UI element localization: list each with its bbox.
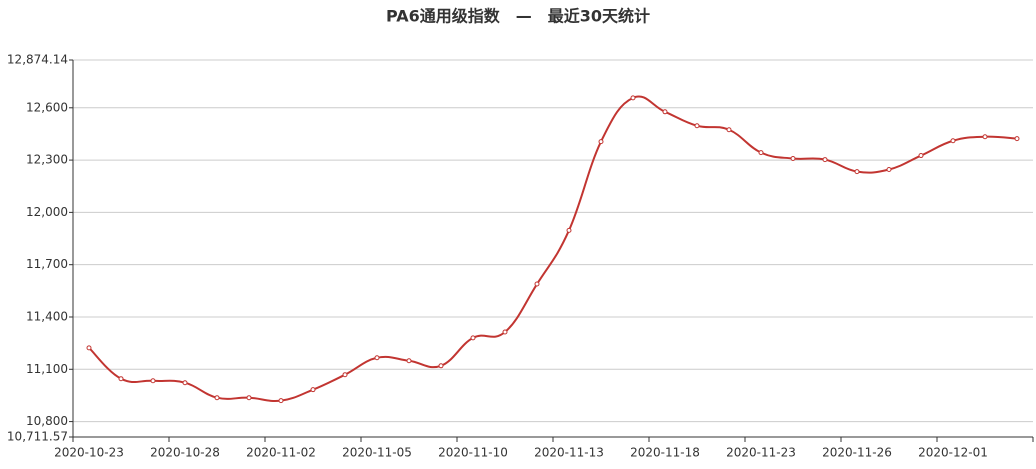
point bbox=[150, 378, 156, 384]
x-tick-label: 2020-11-23 bbox=[726, 446, 796, 460]
x-tick-label: 2020-11-02 bbox=[246, 446, 316, 460]
point bbox=[246, 395, 252, 401]
chart-title: PA6通用级指数 — 最近30天统计 bbox=[386, 7, 650, 26]
point bbox=[694, 123, 700, 129]
y-tick-label: 10,711.57 bbox=[7, 430, 68, 444]
y-tick-label: 11,400 bbox=[26, 309, 68, 323]
point bbox=[278, 398, 284, 404]
point bbox=[438, 363, 444, 369]
point bbox=[598, 139, 604, 145]
point bbox=[534, 281, 540, 287]
point bbox=[982, 134, 988, 140]
point bbox=[310, 387, 316, 393]
y-tick-label: 12,000 bbox=[26, 205, 68, 219]
x-tick-label: 2020-11-26 bbox=[822, 446, 892, 460]
point bbox=[86, 345, 92, 351]
point bbox=[118, 376, 124, 382]
x-tick-label: 2020-12-01 bbox=[918, 446, 988, 460]
line bbox=[88, 95, 1018, 403]
point bbox=[566, 227, 572, 233]
point bbox=[406, 358, 412, 364]
y-tick-label: 12,300 bbox=[26, 153, 68, 167]
point bbox=[1014, 136, 1020, 142]
x-tick-label: 2020-11-13 bbox=[534, 446, 604, 460]
x-tick-label: 2020-10-23 bbox=[54, 446, 124, 460]
point bbox=[854, 169, 860, 175]
y-tick-label: 11,700 bbox=[26, 257, 68, 271]
point bbox=[918, 153, 924, 159]
point bbox=[214, 395, 220, 401]
point bbox=[726, 127, 732, 133]
point bbox=[758, 150, 764, 156]
point bbox=[886, 167, 892, 173]
point bbox=[342, 372, 348, 378]
point bbox=[182, 380, 188, 386]
point bbox=[374, 355, 380, 361]
point bbox=[790, 156, 796, 162]
point bbox=[950, 138, 956, 144]
point bbox=[822, 157, 828, 163]
x-tick-label: 2020-11-10 bbox=[438, 446, 508, 460]
x-tick-label: 2020-10-28 bbox=[150, 446, 220, 460]
point bbox=[662, 109, 668, 115]
point bbox=[502, 329, 508, 335]
y-tick-label: 10,800 bbox=[26, 414, 68, 428]
point bbox=[630, 95, 636, 101]
y-tick-label: 11,100 bbox=[26, 362, 68, 376]
x-tick-label: 2020-11-05 bbox=[342, 446, 412, 460]
y-tick-label: 12,874.14 bbox=[7, 53, 68, 67]
x-tick-label: 2020-11-18 bbox=[630, 446, 700, 460]
point bbox=[470, 335, 476, 341]
y-tick-label: 12,600 bbox=[26, 100, 68, 114]
